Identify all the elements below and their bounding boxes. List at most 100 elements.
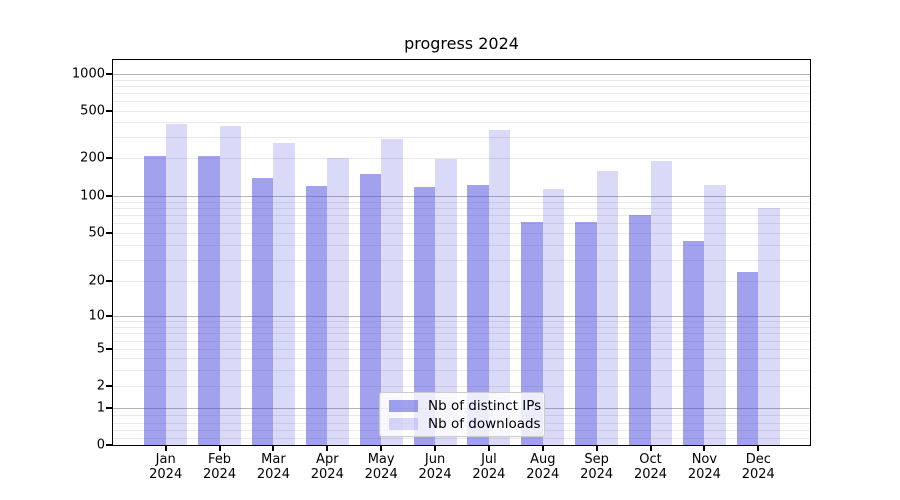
x-tick-year: 2024 bbox=[472, 467, 506, 482]
gridline-minor bbox=[113, 358, 810, 360]
legend-label-distinct-ips: Nb of distinct IPs bbox=[428, 397, 542, 414]
legend-swatch-distinct-ips bbox=[389, 399, 418, 412]
x-tick-year: 2024 bbox=[526, 467, 560, 482]
bar-nb-of-distinct-ips-nov bbox=[682, 241, 705, 445]
x-tick-year: 2024 bbox=[310, 467, 344, 482]
bar-nb-of-downloads-feb bbox=[219, 126, 242, 445]
x-tick-year: 2024 bbox=[149, 467, 183, 482]
bar-nb-of-distinct-ips-oct bbox=[629, 215, 651, 445]
gridline-minor bbox=[113, 333, 810, 335]
gridline-minor bbox=[113, 260, 810, 262]
bar-nb-of-distinct-ips-jul bbox=[467, 184, 489, 445]
bar-nb-of-downloads-aug bbox=[542, 189, 565, 445]
bar-nb-of-distinct-ips-apr bbox=[305, 185, 328, 445]
gridline-minor bbox=[113, 201, 810, 203]
x-tick-month: Oct bbox=[639, 452, 662, 467]
x-tick-year: 2024 bbox=[741, 467, 775, 482]
y-tick-mark bbox=[106, 195, 113, 197]
y-tick-mark bbox=[106, 232, 113, 235]
x-tick-label-jul: Jul 2024 bbox=[457, 452, 521, 482]
x-tick-month: Nov bbox=[691, 452, 718, 467]
x-tick-mark bbox=[649, 445, 652, 451]
x-tick-month: Sep bbox=[584, 452, 609, 467]
y-tick-label: 0 bbox=[96, 437, 105, 453]
y-tick-label: 50 bbox=[88, 225, 105, 241]
x-tick-year: 2024 bbox=[580, 467, 614, 482]
x-tick-month: Mar bbox=[261, 452, 286, 467]
x-tick-mark bbox=[326, 445, 329, 451]
bar-nb-of-distinct-ips-jan bbox=[144, 155, 166, 445]
gridline-minor bbox=[113, 326, 810, 328]
x-tick-mark bbox=[757, 445, 760, 451]
x-tick-year: 2024 bbox=[364, 467, 398, 482]
gridline-major bbox=[113, 316, 810, 317]
x-tick-mark bbox=[434, 445, 437, 451]
x-tick-month: Jan bbox=[155, 452, 176, 467]
x-tick-label-aug: Aug 2024 bbox=[511, 452, 575, 482]
gridline-minor bbox=[113, 122, 810, 124]
gridline-minor bbox=[113, 92, 810, 94]
x-tick-label-sep: Sep 2024 bbox=[565, 452, 629, 482]
y-tick-label: 100 bbox=[80, 188, 105, 204]
x-tick-label-dec: Dec 2024 bbox=[726, 452, 790, 482]
plot-area: Nb of distinct IPs Nb of downloads bbox=[112, 59, 811, 446]
y-tick-label: 1 bbox=[96, 400, 105, 416]
x-tick-label-jun: Jun 2024 bbox=[403, 452, 467, 482]
x-tick-month: May bbox=[367, 452, 395, 467]
y-tick-mark bbox=[106, 348, 113, 351]
x-tick-label-apr: Apr 2024 bbox=[295, 452, 359, 482]
x-tick-label-feb: Feb 2024 bbox=[188, 452, 252, 482]
gridline-minor bbox=[113, 208, 810, 209]
bar-nb-of-downloads-sep bbox=[596, 171, 619, 445]
gridline-minor bbox=[113, 101, 810, 103]
x-tick-mark bbox=[164, 445, 167, 451]
legend-item-distinct-ips: Nb of distinct IPs bbox=[389, 399, 541, 413]
x-tick-month: Aug bbox=[530, 452, 556, 467]
x-tick-mark bbox=[487, 445, 490, 451]
x-tick-year: 2024 bbox=[633, 467, 668, 482]
y-tick-mark bbox=[106, 385, 113, 387]
bar-nb-of-downloads-may bbox=[381, 139, 403, 445]
bar-nb-of-distinct-ips-mar bbox=[251, 178, 274, 445]
y-tick-mark bbox=[106, 73, 113, 75]
x-tick-label-may: May 2024 bbox=[349, 452, 413, 482]
x-tick-mark bbox=[272, 445, 275, 451]
gridline-minor bbox=[113, 281, 810, 283]
x-tick-mark bbox=[541, 445, 544, 451]
bar-nb-of-distinct-ips-sep bbox=[575, 221, 597, 445]
bar-nb-of-distinct-ips-may bbox=[359, 174, 382, 445]
y-tick-label: 5 bbox=[96, 341, 105, 357]
gridline-major bbox=[113, 74, 810, 75]
x-tick-year: 2024 bbox=[418, 467, 452, 482]
bar-nb-of-downloads-dec bbox=[758, 208, 780, 445]
y-tick-label: 2 bbox=[96, 378, 105, 394]
chart-title: progress 2024 bbox=[404, 34, 519, 53]
gridline-minor bbox=[113, 233, 810, 235]
gridline-minor bbox=[113, 137, 810, 139]
x-tick-mark bbox=[703, 445, 706, 451]
gridline-minor bbox=[113, 79, 810, 81]
bar-nb-of-downloads-jun bbox=[435, 159, 457, 445]
y-tick-mark bbox=[106, 315, 113, 317]
x-tick-month: Jul bbox=[481, 452, 497, 467]
bar-nb-of-downloads-apr bbox=[327, 158, 349, 445]
x-tick-mark bbox=[380, 445, 383, 451]
x-tick-label-jan: Jan 2024 bbox=[134, 452, 198, 482]
gridline-minor bbox=[113, 215, 810, 217]
x-tick-year: 2024 bbox=[256, 467, 290, 482]
y-tick-mark bbox=[106, 157, 113, 160]
gridline-minor bbox=[113, 340, 810, 342]
bar-nb-of-downloads-jan bbox=[165, 124, 188, 445]
x-tick-label-oct: Oct 2024 bbox=[619, 452, 683, 482]
x-tick-mark bbox=[218, 445, 221, 451]
x-tick-year: 2024 bbox=[687, 467, 721, 482]
y-tick-label: 200 bbox=[80, 150, 105, 166]
gridline-minor bbox=[113, 85, 810, 87]
y-tick-mark bbox=[106, 109, 113, 112]
bar-nb-of-distinct-ips-feb bbox=[198, 155, 220, 445]
bar-nb-of-distinct-ips-aug bbox=[521, 221, 543, 445]
gridline-minor bbox=[113, 321, 810, 323]
y-tick-mark bbox=[106, 280, 113, 283]
y-tick-label: 1000 bbox=[71, 66, 105, 82]
